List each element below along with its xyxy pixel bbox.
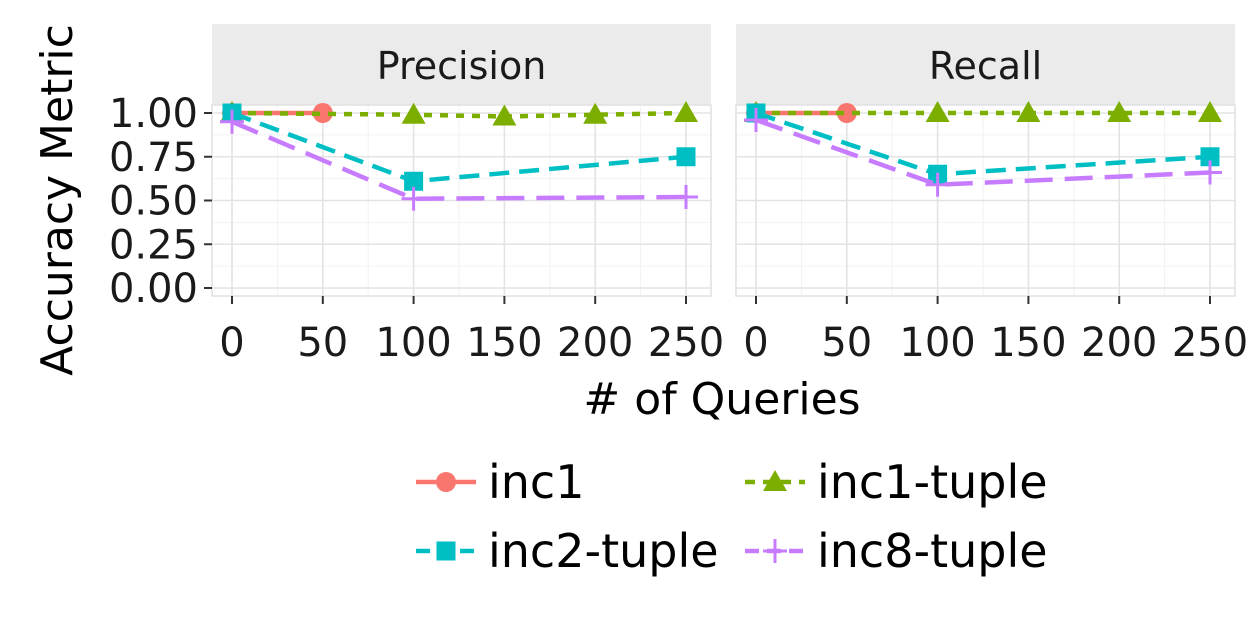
x-tick-label: 250 <box>648 320 724 366</box>
y-tick-label: 0.75 <box>109 135 198 181</box>
data-point-inc1-tuple <box>492 104 517 126</box>
data-point-inc1-tuple <box>401 102 426 124</box>
legend-key-marker <box>763 539 787 563</box>
series-inc2-tuple <box>222 103 696 191</box>
data-point-inc2-tuple <box>404 171 424 191</box>
x-tick-label: 100 <box>899 320 975 366</box>
strip-title: Recall <box>929 44 1042 88</box>
x-tick-label: 250 <box>1172 320 1248 366</box>
x-tick-label: 100 <box>375 320 451 366</box>
legend-item-inc2-tuple: inc2-tuple <box>416 524 719 578</box>
data-point-inc8-tuple <box>401 186 426 211</box>
data-point-inc8-tuple <box>925 172 950 197</box>
strip-title: Precision <box>377 44 547 88</box>
legend: inc1 inc1-tuple inc2-tuple inc8-tuple <box>416 455 1048 578</box>
data-point-inc1 <box>836 103 857 123</box>
series-line-inc8-tuple <box>755 117 1211 188</box>
legend-key-marker <box>436 472 456 492</box>
x-axis-title: # of Queries <box>583 374 860 425</box>
data-point-inc1-tuple <box>925 101 950 122</box>
legend-item-inc1: inc1 <box>416 455 585 509</box>
legend-item-inc1-tuple: inc1-tuple <box>745 455 1048 509</box>
data-point-inc1-tuple <box>583 102 608 124</box>
series-line-inc8-tuple <box>231 119 687 202</box>
panel-precision: Precision 0 50 100 150 200 250 <box>211 24 724 366</box>
data-point-inc8-tuple <box>1198 160 1222 185</box>
legend-key-marker <box>436 541 456 561</box>
x-tick-label: 150 <box>990 320 1066 366</box>
x-tick-label: 0 <box>219 320 244 366</box>
x-tick-label: 200 <box>557 320 633 366</box>
x-tick-label: 0 <box>743 320 768 366</box>
series-inc8-tuple <box>744 108 1222 197</box>
legend-label: inc1 <box>488 455 585 509</box>
legend-label: inc8-tuple <box>817 524 1048 578</box>
y-tick-label: 0.00 <box>109 266 198 312</box>
data-point-inc1-tuple <box>1107 101 1132 122</box>
strip-background <box>212 24 711 105</box>
legend-key-marker <box>763 470 787 491</box>
y-axis: 0.000.250.500.751.00 <box>109 91 212 312</box>
y-axis-title: Accuracy Metric <box>32 24 83 376</box>
panel-recall: Recall 0 50 100 150 200 250 <box>735 24 1248 366</box>
x-tick-label: 50 <box>821 320 872 366</box>
data-point-inc1 <box>312 103 333 123</box>
y-tick-label: 0.25 <box>109 222 198 268</box>
data-point-inc2-tuple <box>676 147 696 167</box>
data-point-inc1-tuple <box>674 101 698 122</box>
legend-item-inc8-tuple: inc8-tuple <box>745 524 1048 578</box>
x-tick-label: 150 <box>466 320 542 366</box>
strip-background <box>736 24 1235 105</box>
plot-border <box>735 104 1236 297</box>
y-tick-label: 0.50 <box>109 179 198 225</box>
data-point-inc1-tuple <box>1016 101 1041 122</box>
x-tick-label: 200 <box>1081 320 1157 366</box>
legend-label: inc1-tuple <box>817 455 1048 509</box>
data-point-inc8-tuple <box>744 108 768 132</box>
panels: Precision 0 50 100 150 200 250 Recall 0 50 100 150 2… <box>211 24 1248 366</box>
data-point-inc2-tuple <box>1200 147 1220 167</box>
legend-label: inc2-tuple <box>488 524 719 578</box>
x-tick-label: 50 <box>297 320 348 366</box>
data-point-inc8-tuple <box>674 185 698 209</box>
data-point-inc8-tuple <box>220 109 244 134</box>
series-inc8-tuple <box>220 109 698 211</box>
data-point-inc1-tuple <box>1198 101 1222 122</box>
y-tick-label: 1.00 <box>109 91 198 137</box>
